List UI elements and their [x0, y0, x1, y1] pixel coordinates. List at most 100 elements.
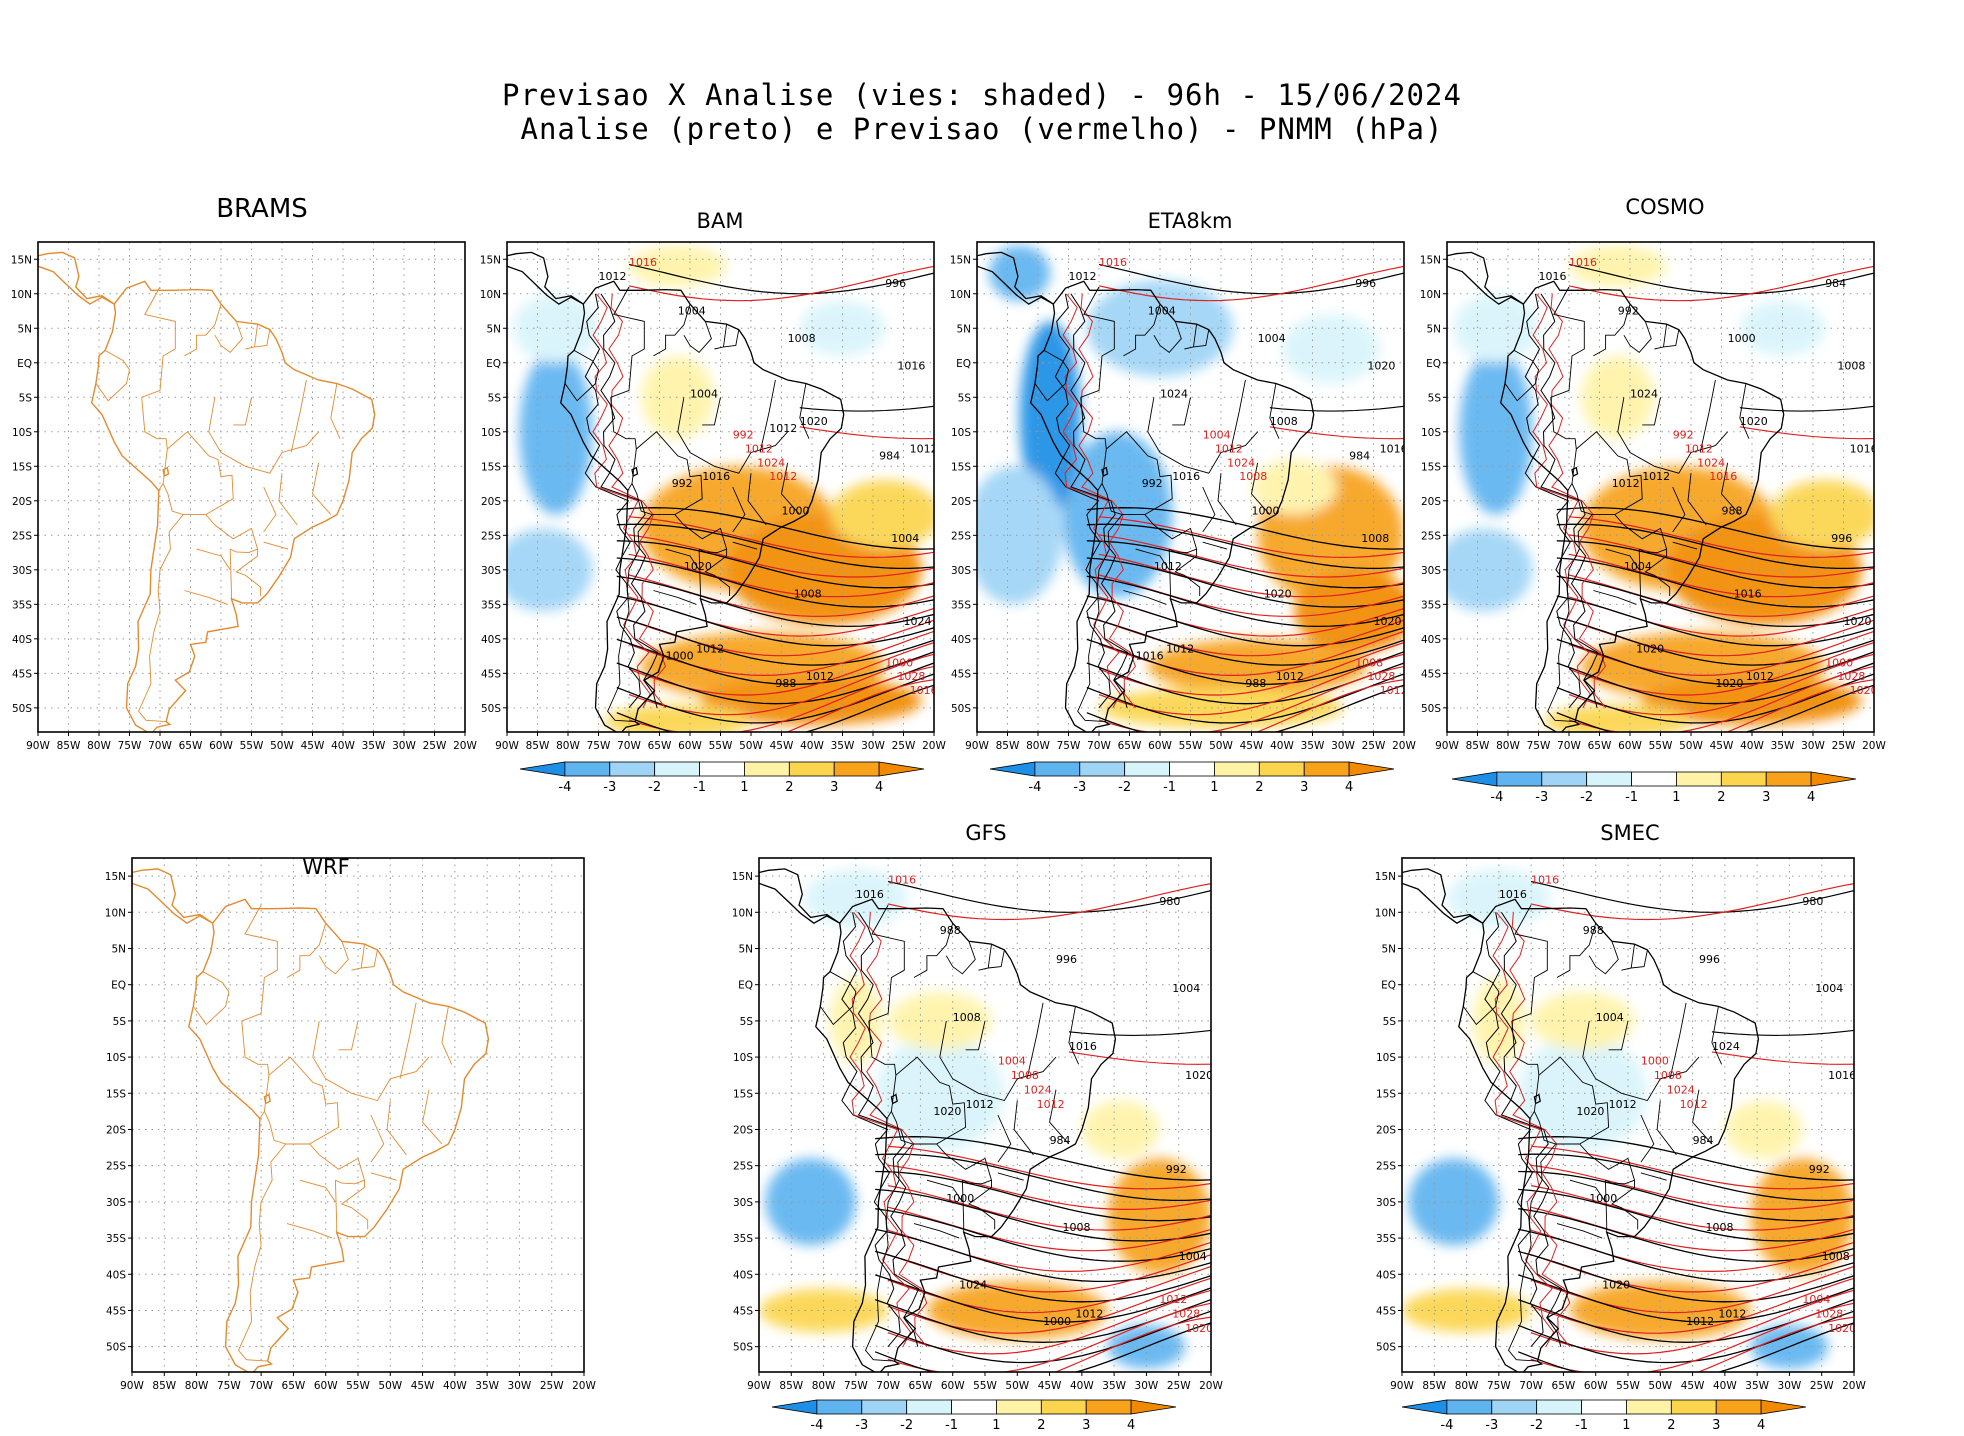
lon-tick-label: 45W: [1240, 740, 1264, 752]
analysis-isobar: [1518, 1250, 1854, 1303]
country-border: [263, 486, 277, 533]
forecast-isobar: [1054, 1316, 1211, 1372]
analysis-label: 1000: [782, 505, 810, 518]
lon-tick-label: 75W: [587, 740, 611, 752]
analysis-label: 1012: [1612, 477, 1640, 490]
colorbar-segment: [1169, 761, 1215, 777]
analysis-isobar: [1068, 1029, 1211, 1036]
forecast-label: 1016: [888, 873, 916, 886]
lon-tick-label: 20W: [1842, 1380, 1866, 1392]
south-america-outline: [90, 280, 376, 732]
central-america-outline: [977, 251, 1054, 305]
axis-labels: 15N 10N 5N EQ 5S 10S 15S 20S 25S 30S 35S 40S 45S 50S 9…: [105, 871, 597, 1392]
analysis-isobar: [1518, 1136, 1854, 1181]
analysis-label: 1016: [1539, 270, 1567, 283]
lon-tick-label: 25W: [1362, 740, 1386, 752]
country-border: [1462, 971, 1500, 1026]
colorbar-segment: [996, 1399, 1042, 1415]
graticule: [759, 858, 1211, 1372]
colorbar-segment: [1631, 771, 1677, 787]
forecast-label: 1024: [1024, 1083, 1052, 1096]
analysis-label: 1016: [1828, 1069, 1856, 1082]
colorbar-tick-label: -4: [1490, 790, 1503, 805]
country-border: [677, 397, 788, 474]
country-border: [233, 397, 252, 426]
country-border: [1550, 286, 1585, 398]
country-border: [441, 1006, 453, 1065]
lon-tick-label: 30W: [1331, 740, 1355, 752]
bias-blob: [1081, 1100, 1160, 1159]
lat-tick-label: 5N: [956, 323, 971, 335]
lat-tick-label: 30S: [106, 1197, 126, 1209]
country-border: [1610, 1180, 1639, 1230]
lat-tick-label: 10S: [12, 427, 32, 439]
analysis-isobar: [616, 595, 934, 647]
country-border: [334, 1180, 338, 1233]
colorbar-tick-label: 4: [875, 780, 883, 795]
country-border: [263, 541, 289, 550]
lon-tick-label: 55W: [1179, 740, 1203, 752]
lat-tick-label: 10S: [733, 1052, 753, 1064]
country-border: [1172, 397, 1191, 426]
lon-tick-label: 75W: [1487, 1380, 1511, 1392]
lat-tick-label: 5S: [740, 1016, 754, 1028]
lat-tick-label: 45S: [1376, 1305, 1396, 1317]
country-border: [747, 473, 767, 526]
analysis-label: 1020: [684, 560, 712, 573]
isobars: [1054, 263, 1404, 732]
analysis-label: 1016: [1850, 442, 1878, 455]
country-border: [340, 1180, 369, 1230]
country-border: [1692, 1089, 1713, 1145]
lat-tick-label: 35S: [12, 599, 32, 611]
lon-tick-label: 20W: [1862, 740, 1886, 752]
forecast-isobar: [1697, 1316, 1854, 1372]
colorbar-segment: [744, 761, 790, 777]
analysis-isobar: [875, 1153, 1211, 1202]
forecast-isobar: [1568, 534, 1874, 578]
country-border: [631, 431, 703, 516]
analysis-label: 988: [1722, 505, 1743, 518]
colorbar-segment: [1586, 771, 1632, 787]
lon-tick-label: 30W: [861, 740, 885, 752]
panel-title: GFS: [965, 821, 1006, 845]
colorbar-tick-label: 3: [830, 780, 838, 795]
lat-tick-label: 5N: [1381, 943, 1396, 955]
forecast-label: 1028: [1815, 1308, 1843, 1321]
bias-blob: [629, 245, 727, 287]
country-border: [138, 514, 184, 723]
colorbar-segment: [654, 761, 700, 777]
analysis-label: 1004: [690, 387, 718, 400]
lon-tick-label: 30W: [508, 1380, 532, 1392]
lon-tick-label: 65W: [1552, 1380, 1576, 1392]
analysis-label: 1004: [1596, 1011, 1624, 1024]
forecast-label: 1016: [910, 684, 938, 697]
lat-tick-label: 50S: [733, 1342, 753, 1354]
country-border: [95, 350, 130, 402]
analysis-label: 1020: [800, 415, 828, 428]
analysis-isobar: [841, 912, 901, 1348]
analysis-label: 1004: [1179, 1250, 1207, 1263]
lat-tick-label: 5N: [486, 323, 501, 335]
analysis-label: 1016: [1136, 650, 1164, 663]
country-border: [338, 1020, 359, 1051]
country-border: [196, 548, 231, 571]
colorbar-tick-label: -2: [1530, 1418, 1543, 1433]
lat-tick-label: 15N: [11, 254, 32, 266]
lon-tick-label: 35W: [475, 1380, 499, 1392]
forecast-isobar: [628, 665, 934, 732]
forecast-isobar: [888, 1164, 1211, 1210]
lat-tick-label: 35S: [106, 1233, 126, 1245]
colorbar-segment: [989, 761, 1036, 777]
country-border: [926, 1179, 963, 1203]
forecast-label: 1012: [1685, 442, 1713, 455]
lon-tick-label: 45W: [1681, 1380, 1705, 1392]
lat-tick-label: 50S: [481, 703, 501, 715]
colorbar-segment: [1715, 1399, 1762, 1415]
analysis-label: 1004: [1148, 304, 1176, 317]
lat-tick-label: 15N: [480, 254, 501, 266]
lon-tick-label: 60W: [1148, 740, 1172, 752]
forecast-isobar: [887, 1302, 1211, 1372]
lon-tick-label: 40W: [1270, 740, 1294, 752]
central-america-outline: [759, 868, 841, 924]
bias-blob: [1402, 1288, 1532, 1333]
